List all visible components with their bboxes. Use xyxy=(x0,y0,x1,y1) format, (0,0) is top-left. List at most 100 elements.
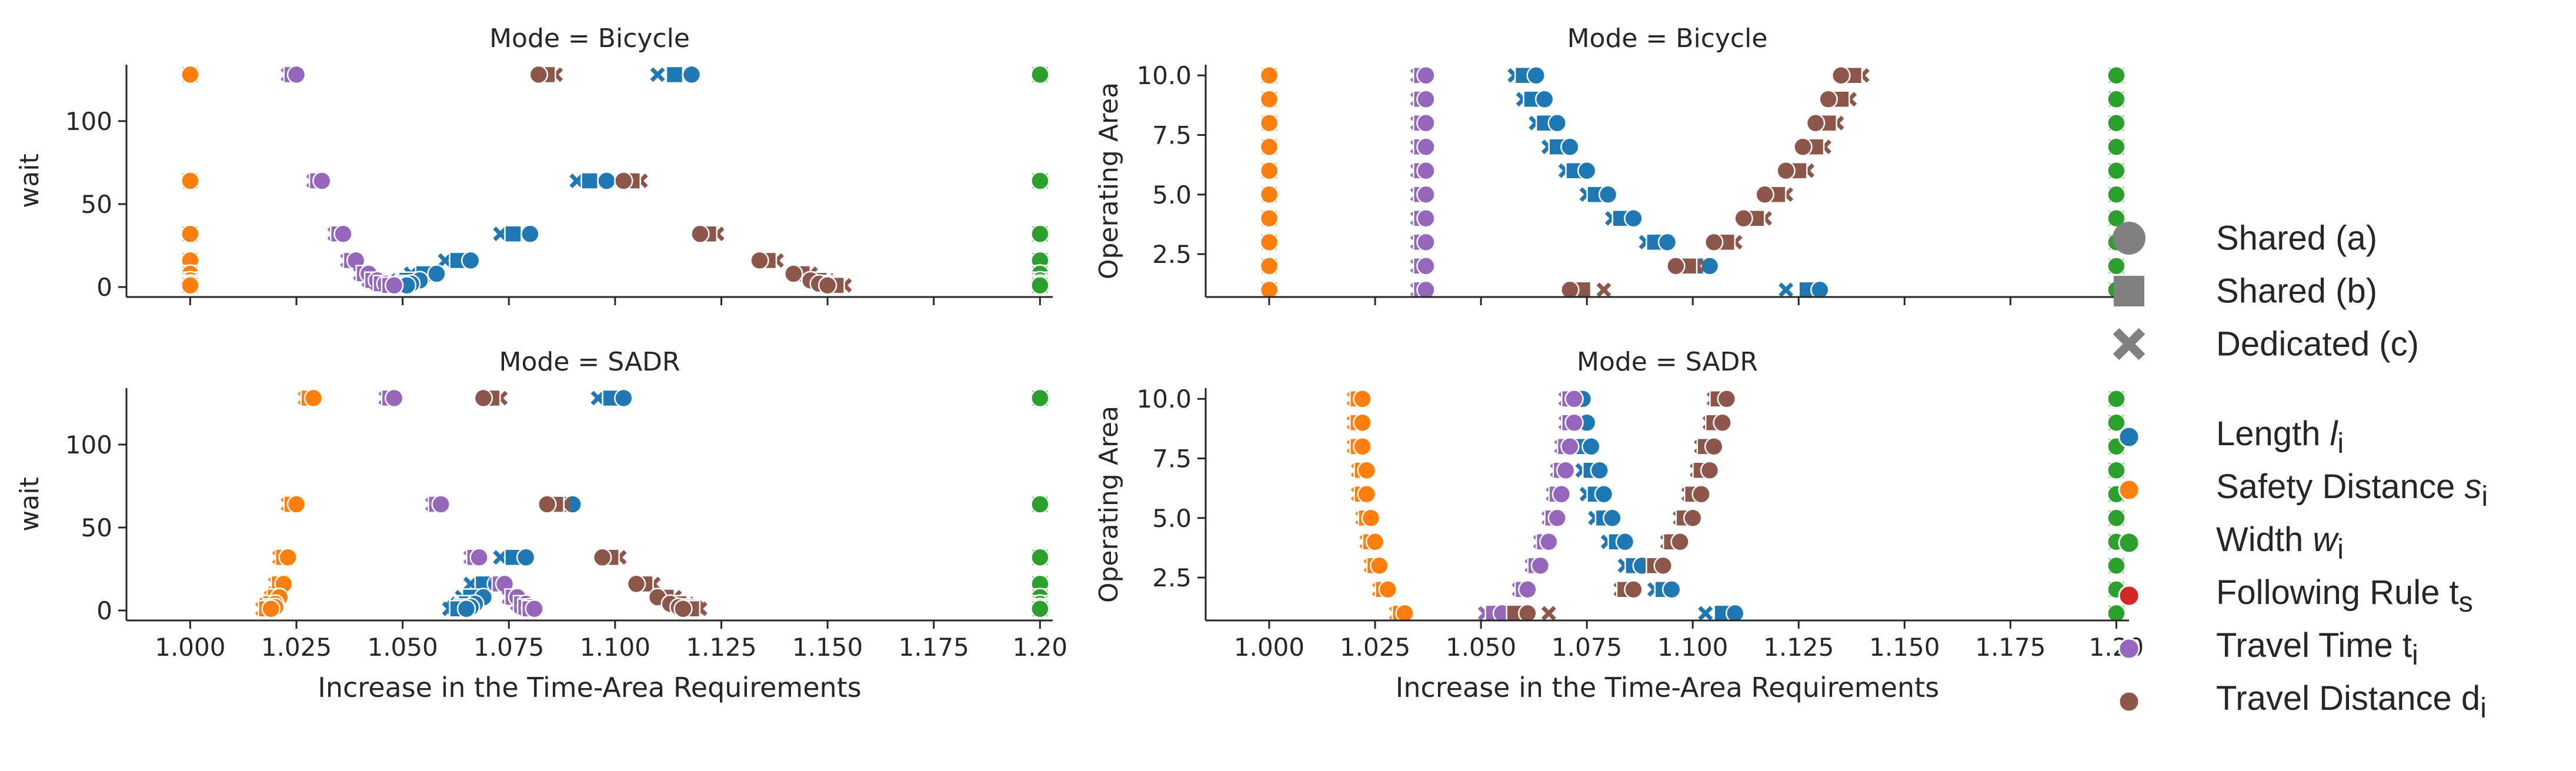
x-tick-label: 1.050 xyxy=(1446,633,1516,662)
point-travel-time-t-i-shared-a xyxy=(1518,580,1537,599)
legend-label: Travel Distance di xyxy=(2216,679,2487,724)
point-width-w-i-shared-a xyxy=(2107,556,2126,576)
point-travel-time-t-i-shared-a xyxy=(384,388,404,408)
point-length-l-i-shared-a xyxy=(1526,65,1546,85)
point-travel-distance-d-i-shared-a xyxy=(538,495,557,514)
point-travel-distance-d-i-shared-a xyxy=(1560,280,1580,300)
point-travel-distance-d-i-shared-a xyxy=(1704,437,1724,456)
point-travel-time-t-i-shared-a xyxy=(312,171,332,191)
legend-label: Length li xyxy=(2216,415,2344,459)
point-width-w-i-shared-a xyxy=(2107,114,2126,133)
y-tick-label: 50 xyxy=(81,190,112,219)
point-safety-distance-s-i-shared-a xyxy=(1259,256,1279,276)
point-travel-distance-d-i-shared-a xyxy=(1666,256,1686,276)
legend-label: Dedicated (c) xyxy=(2216,325,2419,363)
point-length-l-i-shared-a xyxy=(1594,485,1614,504)
panel-sadr-wait: Mode = SADR 1.000 1.025 1.050 1.075 1.100 1.12… xyxy=(15,347,1067,703)
point-travel-distance-d-i-shared-a xyxy=(1776,161,1796,181)
legend-label: Width wi xyxy=(2216,520,2344,565)
x-tick-label: 1.100 xyxy=(580,633,650,662)
panel-title: Mode = Bicycle xyxy=(1567,24,1768,54)
x-tick-label: 1.20 xyxy=(1013,633,1068,662)
point-length-l-i-shared-a xyxy=(597,171,616,191)
point-travel-distance-d-i-shared-a xyxy=(784,264,803,283)
point-length-l-i-shared-a xyxy=(1657,232,1677,252)
panel-title: Mode = SADR xyxy=(1577,347,1758,377)
point-length-l-i-shared-a xyxy=(1598,185,1618,205)
data-points xyxy=(1346,389,2126,623)
legend: Shared (a) Shared (b) Dedicated (c) Leng… xyxy=(2113,212,2564,728)
point-travel-distance-d-i-shared-a xyxy=(626,574,646,594)
x-tick-label: 1.025 xyxy=(1340,633,1410,662)
x-tick-label: 1.175 xyxy=(899,633,969,662)
point-width-w-i-shared-a xyxy=(2107,413,2126,432)
point-travel-distance-d-i-shared-a xyxy=(1806,114,1826,133)
point-length-l-i-shared-b xyxy=(504,225,522,243)
point-travel-time-t-i-shared-a xyxy=(1556,460,1576,480)
point-safety-distance-s-i-shared-a xyxy=(1353,437,1372,456)
point-safety-distance-s-i-shared-a xyxy=(1378,580,1397,599)
point-travel-distance-d-i-shared-a xyxy=(817,276,837,295)
legend-item-safety-distance: Safety Distance si xyxy=(2117,463,2564,516)
point-width-w-i-shared-a xyxy=(2107,460,2126,480)
point-travel-distance-d-i-shared-a xyxy=(1653,556,1673,576)
point-travel-distance-d-i-shared-a xyxy=(1818,89,1838,109)
point-travel-time-t-i-shared-a xyxy=(1539,532,1559,552)
point-travel-time-t-i-shared-a xyxy=(1416,185,1436,205)
panel-bicycle-operating-area: Mode = Bicycle 2.5 5.0 7.5 10.0 Operating Are… xyxy=(1094,24,2129,305)
point-width-w-i-shared-a xyxy=(2107,161,2126,181)
y-axis-label: Operating Area xyxy=(1094,82,1124,279)
point-safety-distance-s-i-shared-a xyxy=(1259,137,1279,157)
point-travel-distance-d-i-shared-a xyxy=(1700,460,1720,480)
x-tick-label: 1.000 xyxy=(155,633,225,662)
point-length-l-i-shared-a xyxy=(1577,161,1597,181)
legend-item-shared-b: Shared (b) xyxy=(2114,265,2564,318)
point-travel-distance-d-i-shared-a xyxy=(1518,603,1537,623)
point-length-l-i-shared-a xyxy=(1615,532,1635,552)
y-axis-label: wait xyxy=(15,477,45,531)
point-length-l-i-shared-a xyxy=(1810,280,1830,300)
point-width-w-i-shared-a xyxy=(2107,89,2126,109)
x-tick-label: 1.075 xyxy=(473,633,544,662)
point-travel-time-t-i-shared-a xyxy=(1551,485,1571,504)
point-safety-distance-s-i-shared-a xyxy=(181,171,200,191)
point-length-l-i-dedicated xyxy=(650,67,665,82)
x-tick-label: 1.125 xyxy=(1763,633,1834,662)
y-axis-label: wait xyxy=(15,153,45,208)
circle-marker-icon xyxy=(2113,222,2145,255)
point-travel-time-t-i-shared-a xyxy=(525,599,544,619)
point-travel-distance-d-i-shared-a xyxy=(1734,209,1753,228)
square-marker-icon xyxy=(2114,276,2144,306)
y-tick-label: 10.0 xyxy=(1136,61,1192,90)
color-dot-icon xyxy=(2118,532,2140,554)
point-travel-distance-d-i-shared-a xyxy=(673,599,693,619)
point-travel-time-t-i-shared-a xyxy=(333,224,353,244)
y-tick-label: 0 xyxy=(96,596,112,625)
point-length-l-i-shared-a xyxy=(1590,460,1610,480)
point-safety-distance-s-i-shared-a xyxy=(181,276,200,295)
y-tick-label: 100 xyxy=(65,430,112,459)
point-safety-distance-s-i-shared-a xyxy=(1353,389,1372,409)
y-tick-label: 10.0 xyxy=(1136,385,1192,413)
point-length-l-i-shared-b xyxy=(580,172,599,190)
point-travel-time-t-i-shared-a xyxy=(1416,137,1436,157)
x-tick-label: 1.125 xyxy=(686,633,756,662)
point-travel-time-t-i-shared-a xyxy=(1416,280,1436,300)
panel-bicycle-wait: Mode = Bicycle 0 50 100 wait xyxy=(15,24,1053,305)
data-points xyxy=(255,388,1050,619)
y-tick-label: 100 xyxy=(65,107,112,136)
point-travel-time-t-i-shared-a xyxy=(1416,89,1436,109)
point-safety-distance-s-i-shared-a xyxy=(1353,413,1372,432)
point-travel-distance-d-i-shared-a xyxy=(592,548,612,568)
color-dot-icon xyxy=(2118,479,2140,501)
legend-item-following-rule: Following Rule ts xyxy=(2117,569,2564,622)
legend-label: Safety Distance si xyxy=(2216,468,2488,512)
point-travel-time-t-i-shared-a xyxy=(1564,413,1584,432)
x-tick-label: 1.175 xyxy=(1975,633,2046,662)
point-safety-distance-s-i-shared-a xyxy=(1259,114,1279,133)
color-dot-icon xyxy=(2118,426,2140,448)
point-travel-time-t-i-shared-a xyxy=(1416,209,1436,228)
point-length-l-i-dedicated xyxy=(1778,282,1794,298)
point-travel-distance-d-i-shared-a xyxy=(1624,580,1643,599)
